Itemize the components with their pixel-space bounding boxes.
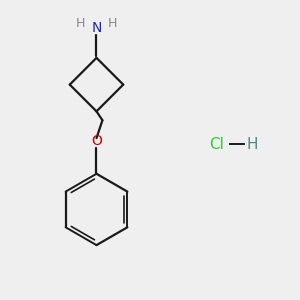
Text: N: N: [91, 21, 102, 35]
Text: H: H: [247, 136, 258, 152]
Text: O: O: [91, 134, 102, 148]
Text: Cl: Cl: [209, 136, 224, 152]
Text: H: H: [108, 17, 118, 30]
Text: H: H: [76, 17, 85, 30]
